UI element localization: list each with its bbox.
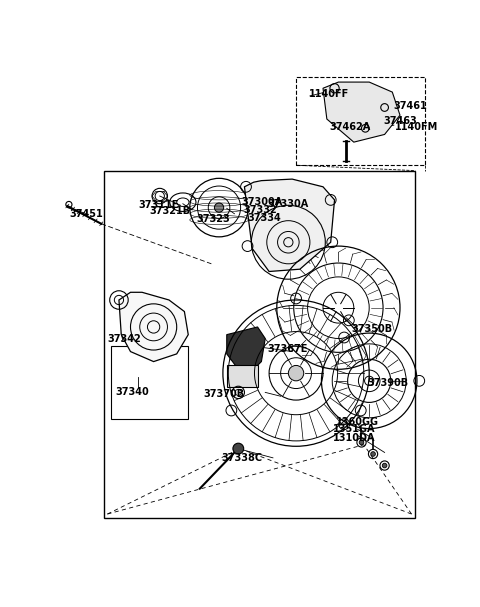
Bar [227,365,258,387]
Text: 37334: 37334 [248,212,281,223]
Text: 37463: 37463 [383,115,417,126]
Text: 37390B: 37390B [368,378,409,388]
Text: 37370B: 37370B [204,389,245,399]
Text: 37332: 37332 [244,205,277,215]
Polygon shape [119,293,188,362]
Circle shape [233,443,244,454]
Bar [111,346,188,419]
Text: 1351GA: 1351GA [333,424,375,435]
Polygon shape [244,179,335,271]
Polygon shape [227,327,265,373]
Text: 37300A: 37300A [241,197,283,207]
Circle shape [382,463,387,468]
Bar [296,76,425,165]
Circle shape [215,203,224,212]
Text: 37367E: 37367E [267,344,308,353]
Text: 37323: 37323 [196,214,230,224]
Text: 1140FM: 1140FM [395,122,438,132]
Text: 37340: 37340 [115,387,149,398]
Polygon shape [323,82,400,142]
Text: 1360GG: 1360GG [336,416,379,427]
Text: 37330A: 37330A [267,198,309,209]
Text: 37321B: 37321B [150,206,191,217]
Text: 37350B: 37350B [351,324,393,334]
Circle shape [371,452,375,456]
Text: 1140FF: 1140FF [309,89,349,100]
Text: 37311E: 37311E [138,200,179,210]
Text: 37451: 37451 [69,209,103,219]
Text: 37342: 37342 [108,334,141,344]
Text: 37338C: 37338C [221,453,263,463]
Ellipse shape [266,206,275,212]
Text: 37462A: 37462A [329,122,371,132]
Circle shape [288,365,304,381]
Text: 37461: 37461 [394,101,428,111]
Bar [104,171,415,518]
Circle shape [359,440,364,445]
Text: 1310DA: 1310DA [333,433,375,443]
